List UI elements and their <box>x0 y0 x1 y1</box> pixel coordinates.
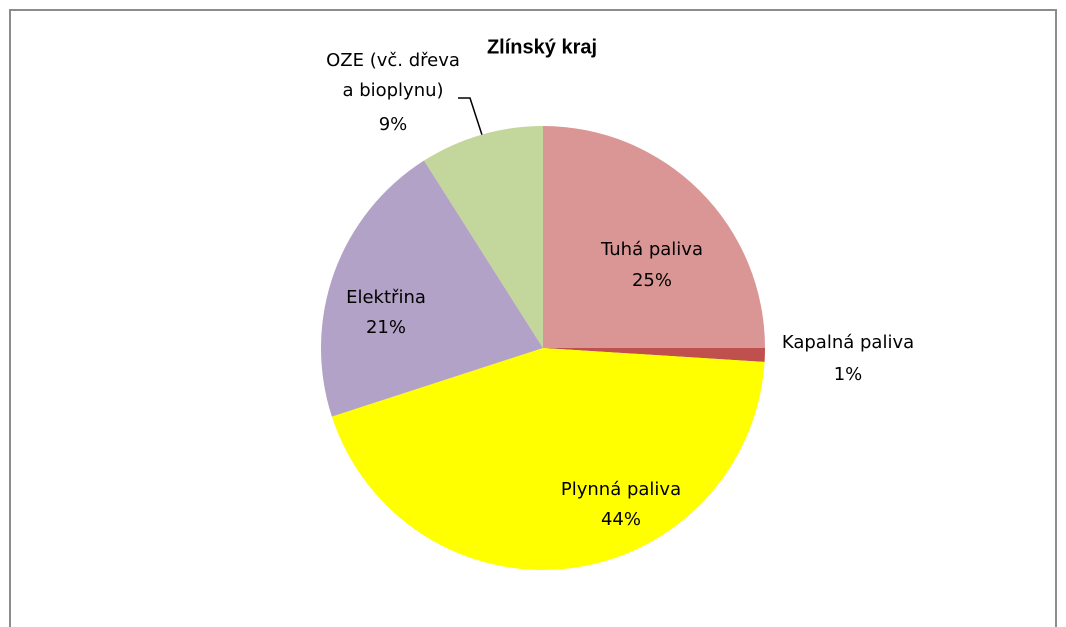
slice-value-label: 21% <box>366 317 406 338</box>
pie-slice <box>543 348 765 362</box>
pie-slice <box>331 348 765 571</box>
slice-label: OZE (vč. dřeva a bioplynu) <box>326 50 460 101</box>
slice-value-label: 1% <box>834 364 863 385</box>
slice-value-label: 25% <box>632 270 672 291</box>
pie-slice <box>424 126 543 348</box>
slice-label: Kapalná paliva <box>782 332 914 353</box>
slice-label: Elektřina <box>346 287 426 308</box>
slice-label: Plynná paliva <box>561 479 681 500</box>
pie-slice <box>321 160 543 417</box>
slice-label: Tuhá paliva <box>600 239 703 260</box>
chart-frame <box>9 9 1057 627</box>
slice-value-label: 9% <box>378 114 408 135</box>
pie-slice <box>543 126 765 348</box>
leader-line <box>458 97 484 139</box>
slice-value-label: 44% <box>601 509 641 530</box>
chart-title: Zlínský kraj <box>487 36 597 58</box>
